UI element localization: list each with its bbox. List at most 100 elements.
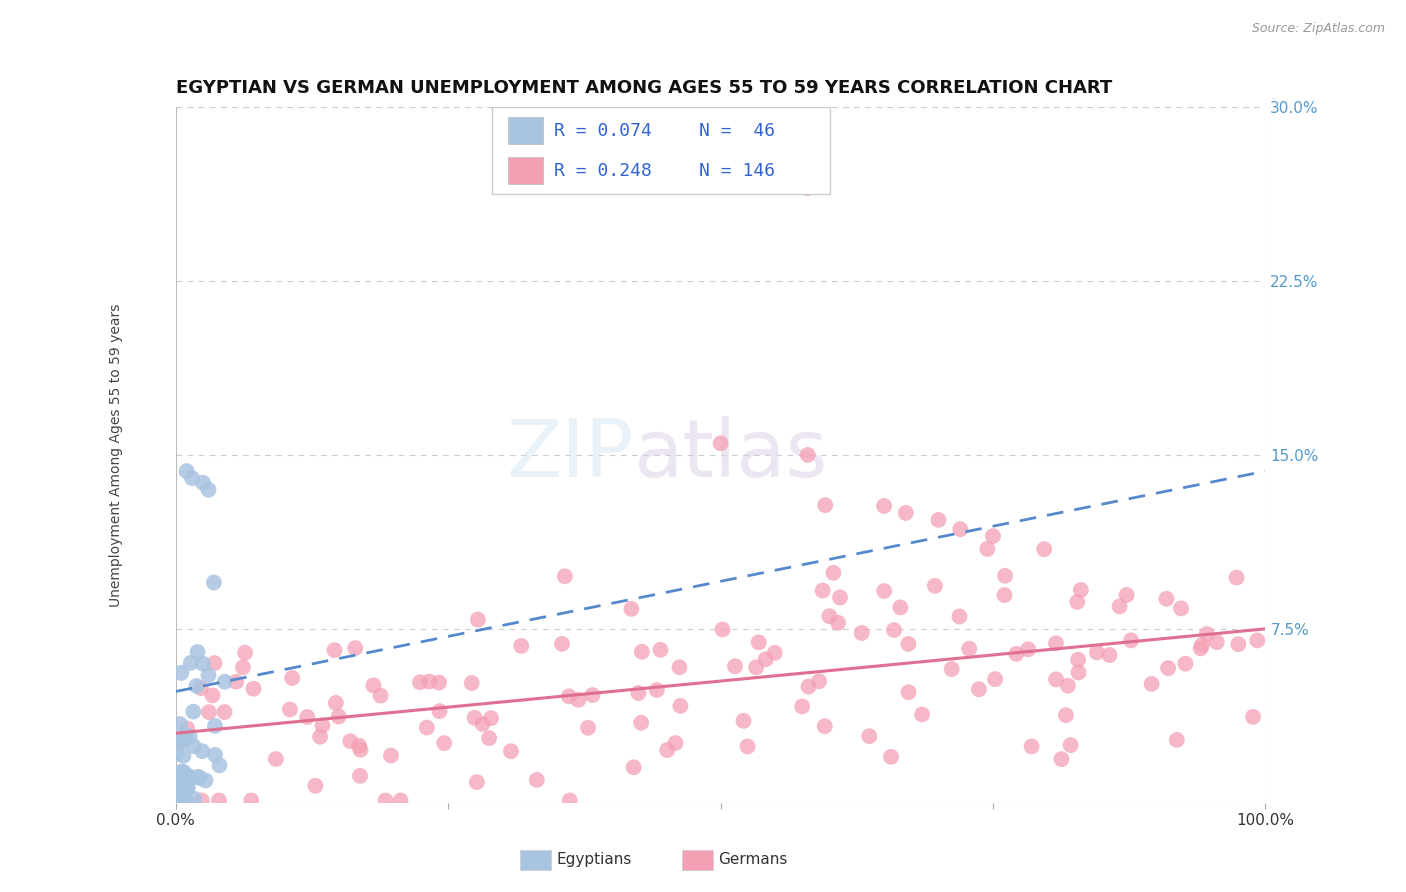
Text: ZIP: ZIP [506,416,633,494]
Point [349,769,371,783]
Point [645,683,668,698]
Point [166,746,188,760]
Point [1054,708,1077,723]
Point [994,568,1017,582]
Point [627,686,650,700]
Point [558,690,581,704]
Point [1059,738,1081,752]
Point [467,613,489,627]
Point [510,639,533,653]
Text: EGYPTIAN VS GERMAN UNEMPLOYMENT AMONG AGES 55 TO 59 YEARS CORRELATION CHART: EGYPTIAN VS GERMAN UNEMPLOYMENT AMONG AG… [176,79,1112,97]
Point [1166,732,1188,747]
Point [167,789,190,804]
Point [858,729,880,743]
Point [551,637,574,651]
Point [169,717,191,731]
Point [1189,641,1212,656]
Point [264,752,287,766]
Point [339,734,361,748]
Point [828,591,851,605]
Point [281,671,304,685]
Point [233,646,256,660]
Point [1157,661,1180,675]
Point [204,747,226,762]
Point [176,464,198,478]
Point [176,778,198,792]
Point [183,739,205,754]
Point [823,566,845,580]
Point [197,483,219,497]
Point [409,675,432,690]
Point [748,635,770,649]
Point [567,693,589,707]
Point [174,780,197,795]
Point [1156,591,1178,606]
Point [948,609,970,624]
Point [172,789,194,803]
Point [967,682,990,697]
Point [240,793,263,807]
Point [170,773,193,788]
Point [173,793,195,807]
Point [880,749,903,764]
Text: Germans: Germans [718,853,787,867]
Point [911,707,934,722]
Point [1108,599,1130,614]
Point [478,731,501,746]
Point [429,704,451,718]
Text: N =  46: N = 46 [699,121,775,139]
Point [827,615,849,630]
Point [181,705,204,719]
Point [1119,633,1142,648]
Point [576,721,599,735]
Point [191,475,214,490]
Point [214,674,236,689]
Point [198,705,221,719]
Point [172,780,194,794]
Point [170,764,193,779]
Point [191,793,214,807]
Point [851,626,873,640]
Point [1066,595,1088,609]
Point [630,645,652,659]
Point [1241,710,1264,724]
Point [183,791,205,805]
Point [745,660,768,674]
Text: N = 146: N = 146 [699,161,775,179]
Point [554,569,576,583]
Point [204,656,226,670]
Text: R = 0.074: R = 0.074 [554,121,652,139]
Point [894,506,917,520]
Point [581,688,603,702]
Text: atlas: atlas [633,416,828,494]
Point [883,623,905,637]
Point [172,733,194,747]
Point [1174,657,1197,671]
Point [191,657,214,671]
Point [949,522,972,536]
Point [1017,642,1039,657]
Point [499,744,522,758]
Point [1045,673,1067,687]
Point [763,646,786,660]
Point [957,641,980,656]
Point [1140,677,1163,691]
Point [173,764,195,779]
Point [657,743,679,757]
Point [170,665,193,680]
Point [1195,627,1218,641]
Point [416,721,439,735]
Point [363,678,385,692]
Point [177,769,200,783]
Point [620,602,643,616]
Point [169,793,191,807]
Point [976,541,998,556]
Point [792,699,814,714]
Point [225,674,247,689]
Point [811,583,834,598]
Point [177,780,200,795]
Point [630,715,652,730]
Point [201,689,224,703]
FancyBboxPatch shape [508,157,543,184]
Point [173,733,195,747]
